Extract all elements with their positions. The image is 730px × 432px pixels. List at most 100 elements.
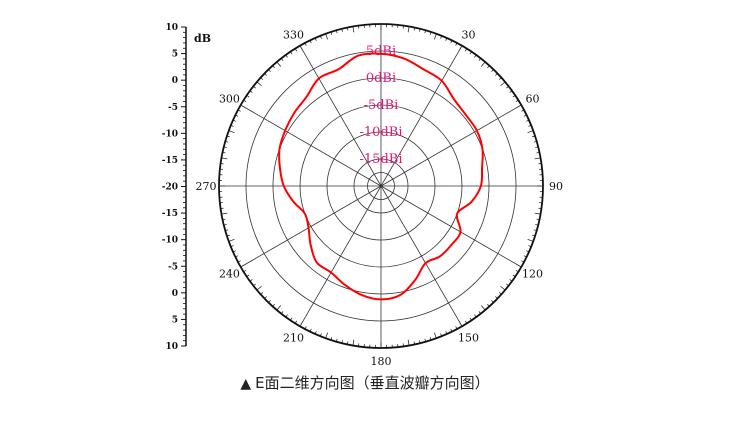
outer-scale-tick: [450, 328, 453, 332]
outer-scale-tick: [290, 317, 293, 321]
outer-scale-tick: [226, 135, 230, 138]
outer-scale-tick: [341, 28, 343, 32]
outer-scale-tick: [319, 333, 322, 337]
ring-label: -5dBi: [364, 98, 399, 113]
outer-scale-tick: [225, 141, 229, 143]
left-axis-tick-label: 0: [172, 289, 178, 299]
angle-label: 330: [283, 28, 304, 41]
ring-label: 5dBi: [366, 44, 396, 59]
outer-scale-tick: [534, 157, 541, 160]
outer-scale-tick: [230, 245, 234, 248]
outer-scale-tick: [276, 61, 281, 67]
outer-scale-tick: [419, 340, 421, 344]
outer-scale-tick: [304, 42, 307, 46]
left-axis-tick-label: -10: [162, 129, 178, 139]
outer-scale-tick: [500, 81, 506, 86]
outer-scale-tick: [222, 218, 226, 221]
outer-scale-tick: [509, 90, 513, 93]
angle-label: 270: [196, 180, 217, 193]
outer-scale-tick: [330, 337, 333, 341]
outer-scale-tick: [498, 77, 502, 80]
outer-scale-tick: [534, 212, 541, 215]
outer-scale-tick: [237, 260, 241, 263]
outer-scale-tick: [455, 326, 458, 330]
outer-scale-tick: [253, 283, 256, 287]
outer-scale-tick: [346, 27, 349, 31]
outer-scale-tick: [536, 151, 540, 154]
outer-scale-tick: [424, 30, 426, 34]
outer-scale-tick: [290, 51, 293, 55]
ring-label: 0dBi: [366, 71, 396, 86]
outer-scale-tick: [336, 30, 338, 34]
outer-scale-tick: [221, 157, 228, 160]
outer-scale-tick: [246, 95, 250, 98]
angle-label: 120: [522, 268, 543, 281]
outer-scale-tick: [280, 311, 284, 314]
outer-scale-tick: [319, 35, 322, 39]
outer-scale-tick: [243, 99, 247, 103]
outer-scale-tick: [533, 141, 537, 143]
outer-scale-tick: [268, 69, 271, 72]
outer-scale-tick: [221, 212, 228, 215]
outer-scale-tick: [260, 292, 264, 295]
outer-scale-tick: [500, 286, 506, 291]
outer-scale-tick: [325, 332, 328, 339]
radial-grid-line: [380, 185, 463, 327]
outer-scale-tick: [495, 296, 498, 299]
radial-grid-line: [380, 104, 522, 187]
outer-scale-tick: [440, 35, 443, 39]
outer-scale-tick: [464, 48, 468, 52]
pattern-series-line: [278, 52, 484, 301]
outer-scale-tick: [481, 305, 486, 311]
outer-scale-tick: [532, 234, 536, 237]
outer-scale-tick: [523, 114, 527, 117]
angle-label: 60: [526, 93, 540, 106]
outer-scale-tick: [228, 130, 235, 133]
outer-scale-tick: [487, 65, 490, 69]
outer-scale-tick: [450, 40, 453, 44]
figure-caption: ▲ E面二维方向图（垂直波瓣方向图）: [0, 372, 730, 393]
unit-label: dB: [194, 32, 211, 45]
caption-triangle-icon: ▲: [240, 376, 252, 392]
outer-scale-tick: [237, 109, 241, 112]
outer-scale-tick: [336, 338, 338, 342]
outer-scale-tick: [474, 54, 477, 58]
outer-scale-tick: [526, 250, 530, 253]
outer-scale-tick: [424, 338, 426, 342]
left-db-axis: 10 5 0 -5 -10 -15 -20 -15 -10 -5 0 5 10 dB: [162, 23, 211, 352]
radial-grid-line: [240, 104, 382, 187]
outer-scale-tick: [256, 81, 262, 86]
caption-text: E面二维方向图（垂直波瓣方向图）: [255, 374, 490, 392]
outer-scale-tick: [429, 337, 432, 341]
angle-label: 150: [458, 332, 479, 345]
outer-scale-tick: [264, 296, 267, 299]
outer-scale-tick: [222, 151, 226, 154]
outer-scale-tick: [246, 274, 250, 277]
outer-scale-tick: [419, 28, 421, 32]
angle-label: 240: [219, 268, 240, 281]
outer-scale-tick: [294, 320, 298, 324]
outer-scale-tick: [434, 332, 437, 339]
ring-labels: 5dBi 0dBi -5dBi -10dBi -15dBi: [360, 44, 403, 167]
outer-scale-tick: [256, 286, 262, 291]
outer-scale-tick: [243, 269, 247, 273]
outer-scale-tick: [429, 31, 432, 35]
left-axis-tick-label: -15: [162, 156, 178, 166]
outer-scale-tick: [285, 54, 288, 58]
outer-scale-tick: [226, 234, 230, 237]
outer-scale-tick: [526, 119, 530, 122]
outer-scale-tick: [272, 303, 275, 307]
outer-scale-tick: [527, 239, 534, 242]
outer-scale-tick: [481, 61, 486, 67]
outer-scale-tick: [232, 250, 236, 253]
outer-scale-tick: [491, 300, 494, 303]
outer-scale-tick: [491, 69, 494, 72]
outer-scale-tick: [478, 311, 482, 314]
outer-scale-tick: [533, 229, 537, 231]
outer-scale-tick: [268, 300, 271, 303]
outer-scale-tick: [498, 292, 502, 295]
outer-scale-tick: [223, 146, 227, 148]
outer-scale-tick: [528, 124, 532, 127]
outer-scale-tick: [309, 40, 312, 44]
